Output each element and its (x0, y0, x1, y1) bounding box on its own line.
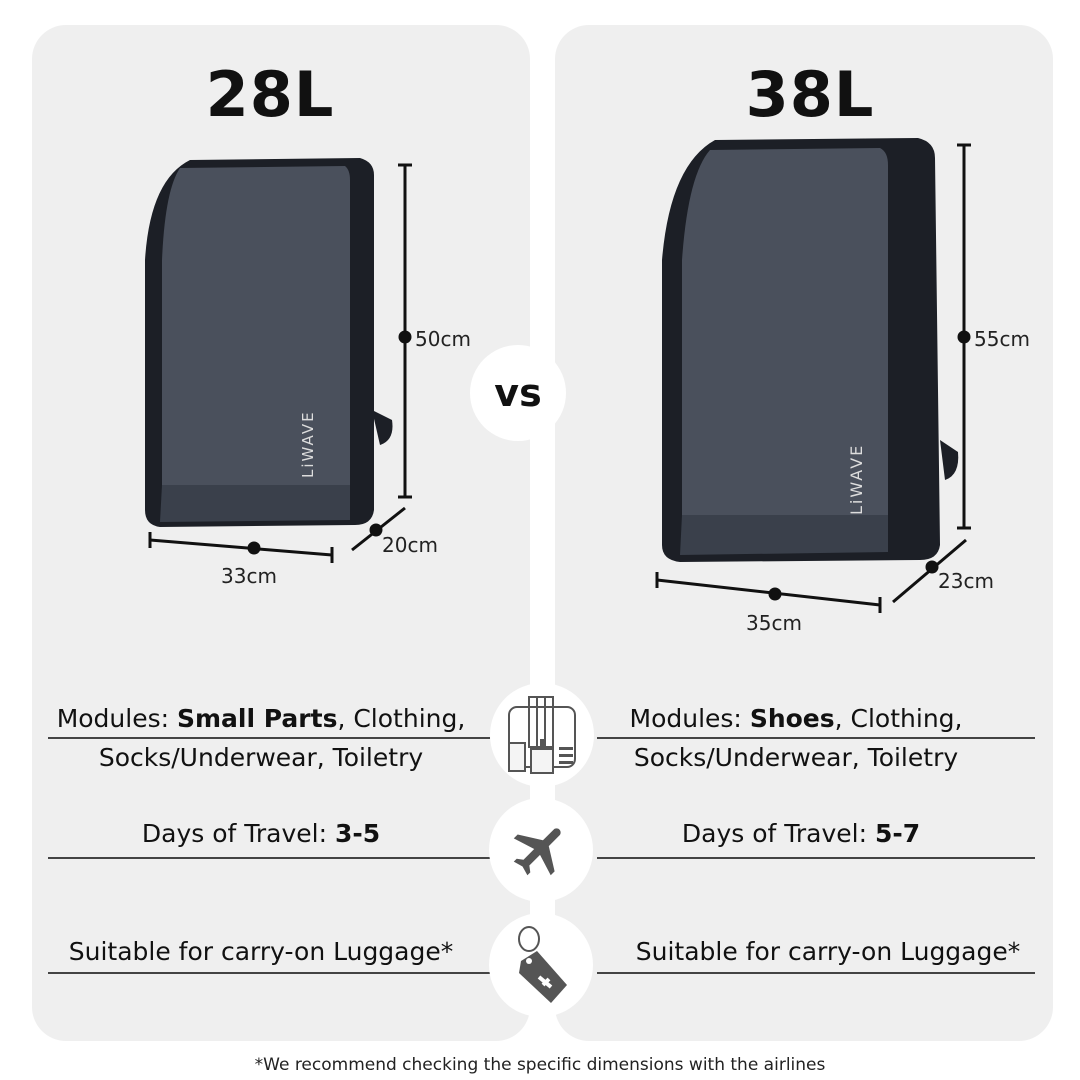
title-38l: 38L (745, 58, 875, 131)
height-28l: 50cm (415, 327, 471, 351)
divider (48, 857, 490, 859)
modules-28l: Modules: Small Parts, Clothing, Socks/Und… (56, 704, 466, 772)
width-28l: 33cm (221, 564, 277, 588)
divider (48, 972, 490, 974)
backpack-28l-image: LiWAVE (145, 158, 412, 563)
depth-38l: 23cm (938, 569, 994, 593)
days-38l: Days of Travel: 5-7 (681, 819, 921, 848)
divider (597, 737, 1035, 739)
modules-38l: Modules: Shoes, Clothing, Socks/Underwear… (629, 704, 963, 772)
brand-logo: LiWAVE (299, 410, 317, 478)
carry-on-38l: Suitable for carry-on Luggage* (635, 937, 1021, 966)
footnote: *We recommend checking the specific dime… (254, 1055, 826, 1075)
width-38l: 35cm (746, 611, 802, 635)
packing-modules-icon (490, 683, 594, 787)
vs-badge: vs (470, 345, 566, 441)
luggage-tag-icon (489, 913, 593, 1017)
divider (597, 972, 1035, 974)
depth-28l: 20cm (382, 533, 438, 557)
carry-on-28l: Suitable for carry-on Luggage* (68, 937, 454, 966)
divider (597, 857, 1035, 859)
brand-logo: LiWAVE (847, 444, 866, 515)
days-28l: Days of Travel: 3-5 (141, 819, 381, 848)
title-28l: 28L (205, 58, 335, 131)
height-38l: 55cm (974, 327, 1030, 351)
backpack-38l-image: LiWAVE (655, 138, 971, 613)
airplane-icon (489, 798, 593, 902)
divider (48, 737, 490, 739)
